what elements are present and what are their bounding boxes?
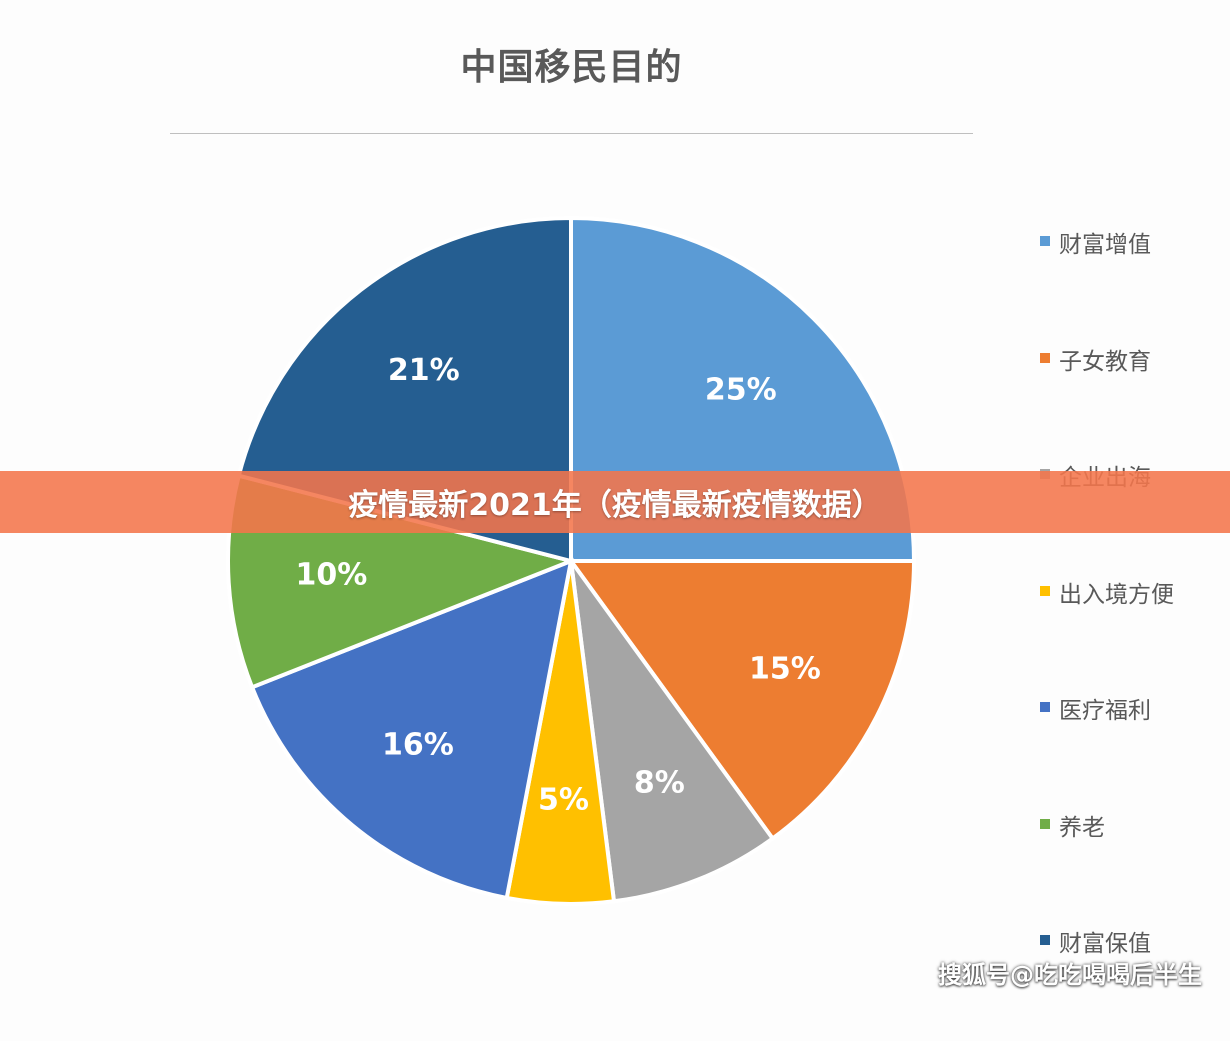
legend-item: 财富保值 xyxy=(1040,924,1174,1041)
slice-value-label: 25% xyxy=(705,373,777,408)
legend-item: 出入境方便 xyxy=(1040,575,1174,692)
legend-label: 养老 xyxy=(1059,814,1105,841)
legend-item: 子女教育 xyxy=(1040,342,1174,459)
legend-swatch xyxy=(1040,236,1050,246)
legend-label: 子女教育 xyxy=(1059,348,1151,375)
legend-item: 财富增值 xyxy=(1040,225,1174,342)
legend-item: 医疗福利 xyxy=(1040,691,1174,808)
legend-item: 养老 xyxy=(1040,808,1174,925)
headline-text: 疫情最新2021年（疫情最新疫情数据） xyxy=(348,488,882,523)
pie-slice-企业出海 xyxy=(569,559,776,904)
legend-label: 医疗福利 xyxy=(1059,698,1151,724)
legend-swatch xyxy=(1040,935,1050,945)
legend-label: 财富增值 xyxy=(1059,232,1151,258)
slice-value-label: 10% xyxy=(295,558,367,593)
slice-value-label: 5% xyxy=(538,782,589,817)
chart-title: 中国移民目的 xyxy=(460,47,683,88)
legend-swatch xyxy=(1040,818,1050,829)
legend-label: 财富保值 xyxy=(1059,931,1151,957)
pie-slice-子女教育 xyxy=(567,559,917,842)
pie-slice-医疗福利 xyxy=(249,557,574,901)
legend-swatch xyxy=(1040,352,1050,363)
title-divider xyxy=(170,133,973,134)
slice-value-label: 8% xyxy=(634,766,685,801)
legend-label: 出入境方便 xyxy=(1059,581,1174,608)
legend-swatch xyxy=(1040,585,1050,596)
slice-value-label: 15% xyxy=(749,652,821,687)
chart-legend: 财富增值子女教育企业出海出入境方便医疗福利养老财富保值 xyxy=(1040,225,1174,1041)
legend-swatch xyxy=(1040,702,1050,712)
slice-value-label: 16% xyxy=(382,728,454,763)
headline-banner: 疫情最新2021年（疫情最新疫情数据） xyxy=(0,471,1230,533)
slice-value-label: 21% xyxy=(388,353,460,388)
watermark: 搜狐号@吃吃喝喝后半生 xyxy=(938,961,1202,989)
